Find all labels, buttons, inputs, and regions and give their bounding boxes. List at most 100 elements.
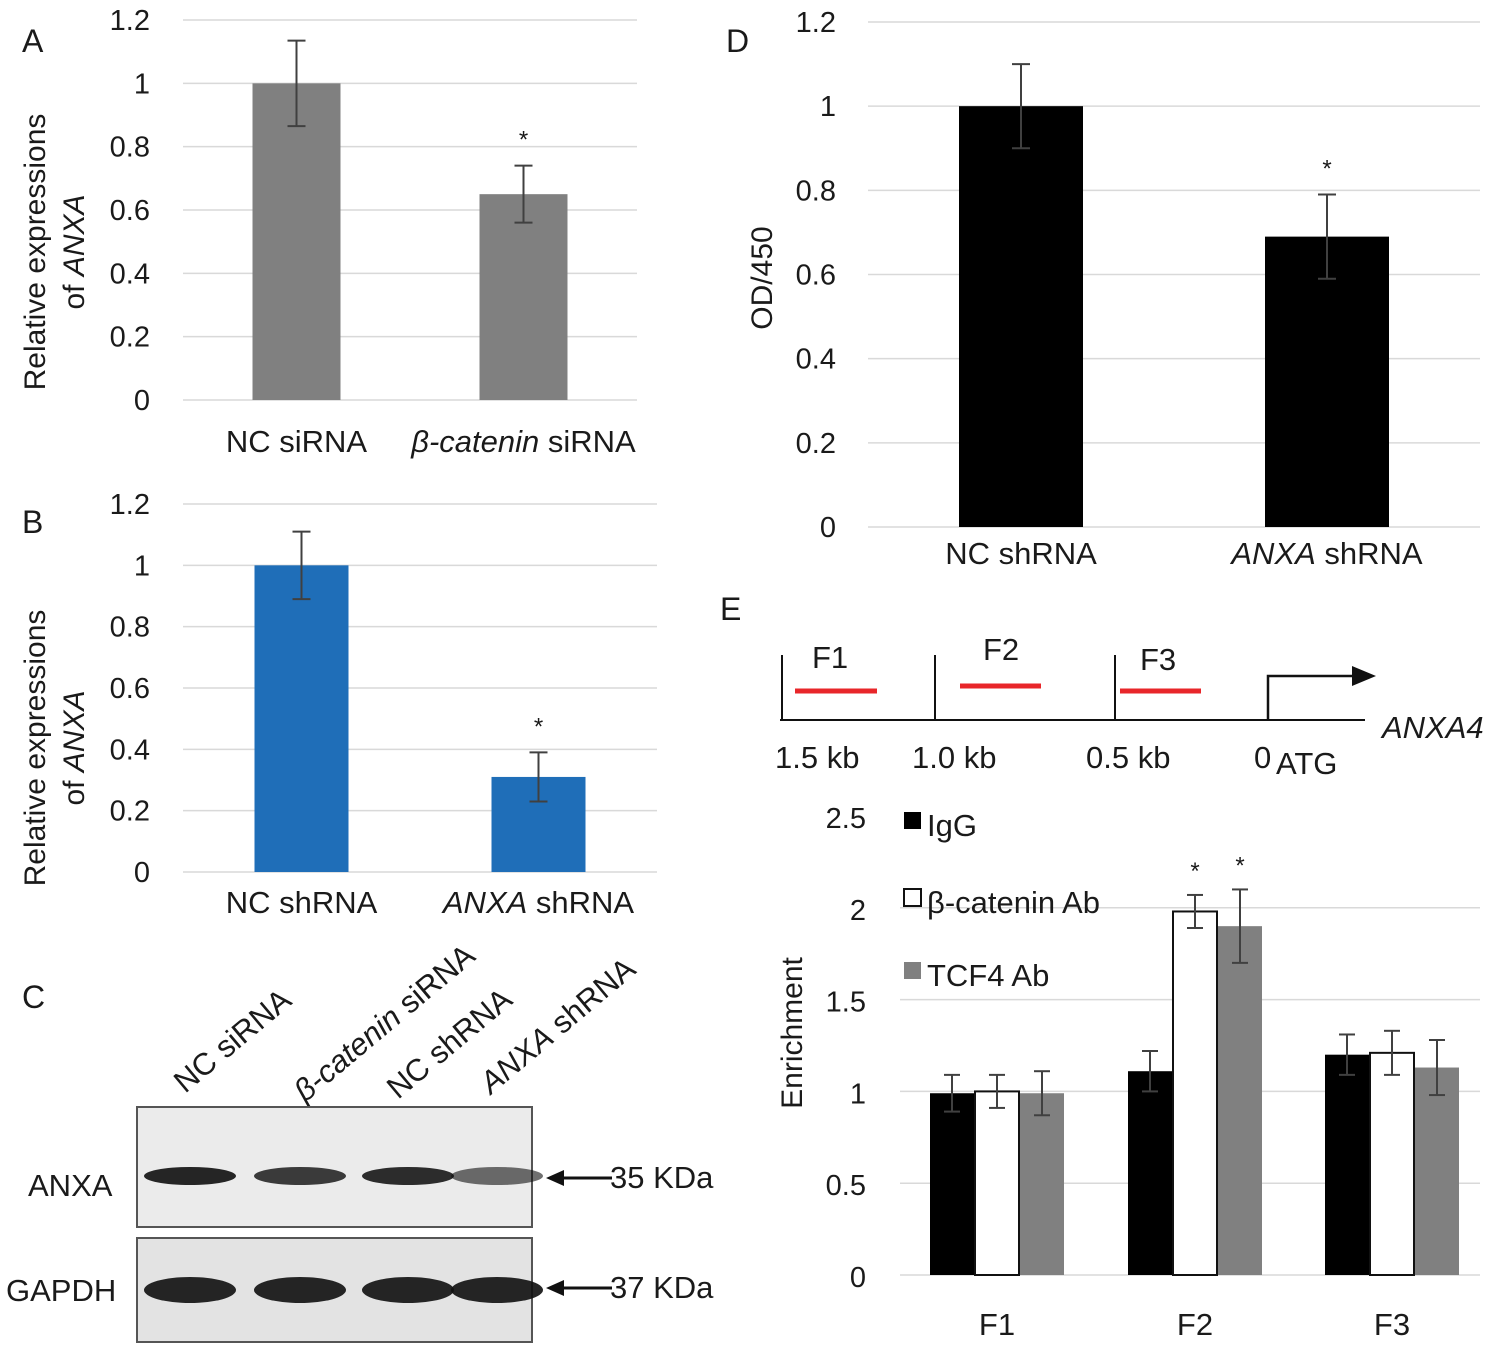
panel-d: D 0 0.2 0.4 0.6 0.8 1 1.2 * NC shRNA ANXA shRNA…: [726, 7, 1480, 571]
x-category-label: ANXA shRNA: [441, 885, 635, 920]
x-category-label: F2: [1177, 1307, 1213, 1342]
blot-frame-anxa: [136, 1106, 533, 1228]
blot-band: [362, 1277, 454, 1303]
position-0-5kb: 0.5 kb: [1086, 740, 1170, 775]
position-0: 0: [1254, 740, 1271, 775]
y-tick-label: 1.2: [110, 5, 150, 37]
bar: [974, 1090, 1020, 1277]
y-tick-label: 0.5: [826, 1170, 866, 1202]
y-axis-label: OD/450: [746, 226, 779, 329]
bar: [1369, 1051, 1415, 1276]
x-category-label: NC siRNA: [226, 424, 368, 459]
fragment-f2-label: F2: [983, 632, 1019, 667]
y-tick-label: 0: [850, 1262, 866, 1294]
significance-marker: *: [1190, 858, 1199, 885]
bar: [1325, 1054, 1369, 1275]
protein-label-anxa: ANXA: [28, 1168, 113, 1203]
x-category-label: F3: [1374, 1307, 1410, 1342]
y-tick-label: 0.4: [796, 344, 836, 376]
y-tick-label: 0.6: [110, 673, 150, 705]
bar: [1415, 1067, 1459, 1275]
y-axis-label: Relative expressions: [19, 114, 52, 391]
size-label-gapdh: 37 KDa: [610, 1270, 714, 1305]
y-tick-label: 0.6: [110, 195, 150, 227]
bar: [1172, 910, 1218, 1276]
x-category-label: NC shRNA: [226, 885, 378, 920]
x-category-label: NC shRNA: [945, 536, 1097, 571]
blot-band: [254, 1277, 346, 1303]
y-tick-label: 1: [850, 1078, 866, 1110]
lane-label: NC siRNA: [167, 982, 298, 1100]
blot-band: [451, 1167, 543, 1185]
y-tick-label: 0.2: [110, 796, 150, 828]
panel-d-label: D: [726, 23, 749, 59]
bar: [254, 565, 349, 872]
size-label-anxa: 35 KDa: [610, 1160, 714, 1195]
fragment-f3-label: F3: [1140, 642, 1176, 677]
significance-marker: *: [1322, 156, 1331, 183]
y-tick-label: 1: [820, 91, 836, 123]
y-axis-label-line2: of ANXA: [58, 690, 91, 805]
bar: [1218, 926, 1262, 1275]
significance-marker: *: [1235, 852, 1244, 879]
blot-band: [144, 1167, 236, 1185]
fragment-f1-label: F1: [812, 640, 848, 675]
y-tick-label: 0.2: [796, 428, 836, 460]
legend-swatch: [904, 962, 921, 979]
gene-label: ANXA4: [1380, 710, 1484, 745]
x-category-label: β-catenin siRNA: [410, 424, 636, 459]
bar: [930, 1093, 974, 1275]
transcription-start-arrow: [1266, 674, 1354, 720]
legend-swatch: [903, 888, 922, 907]
panel-e-chart: 0 0.5 1 1.5 2 2.5 * * F1 F2 F3 IgG β-catenin Ab TC…: [776, 803, 1480, 1342]
y-tick-label: 0: [134, 385, 150, 417]
y-axis-label: Enrichment: [776, 956, 809, 1108]
blot-band: [451, 1277, 543, 1303]
position-1-0kb: 1.0 kb: [912, 740, 996, 775]
y-tick-label: 0.8: [796, 175, 836, 207]
y-tick-label: 0.8: [110, 132, 150, 164]
legend-swatch: [904, 812, 921, 829]
arrow-head: [1352, 666, 1376, 686]
y-axis-label: Relative expressions: [19, 610, 52, 887]
size-marker-anxa: 35 KDa: [546, 1160, 714, 1195]
bar: [1020, 1093, 1064, 1275]
panel-b-label: B: [22, 504, 43, 540]
blot-band: [254, 1167, 346, 1185]
panel-b: B 0 0.2 0.4 0.6 0.8 1 1.2 * NC shRNA ANXA shRNA…: [19, 489, 657, 920]
promoter-diagram: E F1 F2 F3 1.5 kb 1.0 kb 0.5 kb 0 ATG AN…: [720, 591, 1484, 781]
legend-label: IgG: [927, 808, 977, 843]
legend-label: TCF4 Ab: [927, 958, 1049, 993]
panel-c-label: C: [22, 979, 45, 1015]
legend-label: β-catenin Ab: [927, 885, 1100, 920]
y-tick-label: 0.4: [110, 734, 150, 766]
bar: [252, 83, 341, 400]
protein-label-gapdh: GAPDH: [6, 1273, 116, 1308]
bar: [1265, 236, 1389, 527]
blot-band: [362, 1167, 454, 1185]
bar: [959, 106, 1083, 528]
y-tick-label: 0.2: [110, 322, 150, 354]
y-tick-label: 0.4: [110, 258, 150, 290]
y-tick-label: 1: [134, 550, 150, 582]
y-tick-label: 1.5: [826, 987, 866, 1019]
y-tick-label: 2.5: [826, 803, 866, 835]
x-category-label: F1: [979, 1307, 1015, 1342]
blot-band: [144, 1277, 236, 1303]
panel-e-label: E: [720, 591, 741, 627]
panel-a: A 0 0.2 0.4 0.6 0.8 1 1.2 * NC siRNA β-catenin …: [19, 5, 637, 459]
y-axis-label-line2: of ANXA: [58, 194, 91, 309]
bar: [479, 194, 568, 400]
y-tick-label: 1.2: [110, 489, 150, 521]
significance-marker: *: [519, 127, 528, 154]
lane-label: ANXA shRNA: [471, 950, 642, 1101]
x-category-label: ANXA shRNA: [1229, 536, 1423, 571]
position-1-5kb: 1.5 kb: [775, 740, 859, 775]
y-tick-label: 0: [134, 857, 150, 889]
y-tick-label: 0.8: [110, 612, 150, 644]
start-codon-label: ATG: [1276, 746, 1337, 781]
significance-marker: *: [534, 713, 543, 740]
y-tick-label: 1.2: [796, 7, 836, 39]
